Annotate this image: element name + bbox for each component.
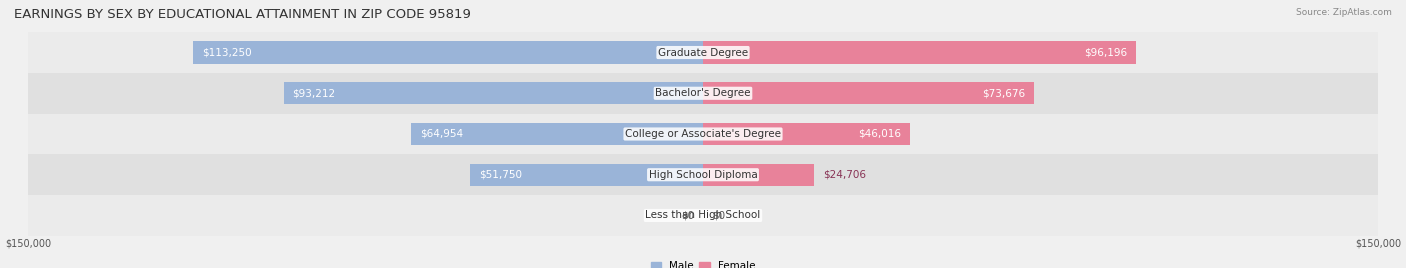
Bar xyxy=(28,32,1378,73)
Text: High School Diploma: High School Diploma xyxy=(648,170,758,180)
Text: Graduate Degree: Graduate Degree xyxy=(658,47,748,58)
Bar xyxy=(194,41,703,64)
Bar xyxy=(411,123,703,145)
Bar xyxy=(28,114,1378,154)
Text: $64,954: $64,954 xyxy=(420,129,463,139)
Text: $73,676: $73,676 xyxy=(983,88,1025,98)
Bar xyxy=(703,82,1035,105)
Text: $0: $0 xyxy=(711,210,725,221)
Bar xyxy=(703,123,910,145)
Bar xyxy=(703,163,814,186)
Bar xyxy=(470,163,703,186)
Text: EARNINGS BY SEX BY EDUCATIONAL ATTAINMENT IN ZIP CODE 95819: EARNINGS BY SEX BY EDUCATIONAL ATTAINMEN… xyxy=(14,8,471,21)
Text: Less than High School: Less than High School xyxy=(645,210,761,221)
Legend: Male, Female: Male, Female xyxy=(647,257,759,268)
Text: $96,196: $96,196 xyxy=(1084,47,1126,58)
Text: $46,016: $46,016 xyxy=(858,129,901,139)
Bar xyxy=(284,82,703,105)
Text: Source: ZipAtlas.com: Source: ZipAtlas.com xyxy=(1296,8,1392,17)
Text: Bachelor's Degree: Bachelor's Degree xyxy=(655,88,751,98)
Bar xyxy=(28,195,1378,236)
Bar xyxy=(28,154,1378,195)
Text: College or Associate's Degree: College or Associate's Degree xyxy=(626,129,780,139)
Text: $93,212: $93,212 xyxy=(292,88,336,98)
Text: $51,750: $51,750 xyxy=(479,170,522,180)
Text: $113,250: $113,250 xyxy=(202,47,252,58)
Bar xyxy=(28,73,1378,114)
Text: $24,706: $24,706 xyxy=(823,170,866,180)
Text: $0: $0 xyxy=(681,210,695,221)
Bar xyxy=(703,41,1136,64)
